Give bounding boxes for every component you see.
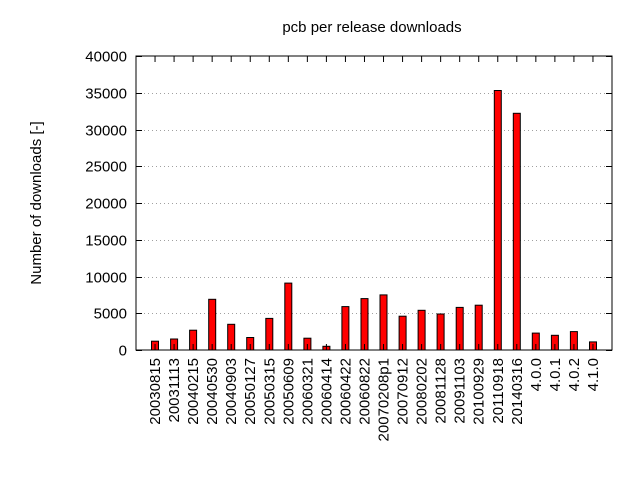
- bar: [474, 304, 483, 351]
- y-tick-label: 15000: [85, 233, 127, 250]
- bar: [512, 112, 521, 351]
- gridlines: [136, 93, 612, 314]
- x-tick-label: 20050315: [261, 358, 278, 425]
- x-axis-ticks: 20030815 20031113 20040215 20040530 20040903…: [147, 56, 602, 441]
- x-tick-label: 20040530: [204, 358, 221, 425]
- x-tick-label: 4.0.0: [528, 358, 545, 391]
- bar: [284, 282, 293, 351]
- bar: [379, 294, 388, 351]
- y-axis-label: Number of downloads [-]: [28, 121, 45, 284]
- x-tick-label: 20070912: [395, 358, 412, 425]
- y-tick-label: 30000: [85, 123, 127, 140]
- x-tick-label: 20060321: [299, 358, 316, 425]
- x-tick-label: 20060414: [318, 358, 335, 425]
- x-tick-label: 20080202: [414, 358, 431, 425]
- y-tick-label: 40000: [85, 49, 127, 66]
- x-tick-label: 20031113: [166, 358, 183, 423]
- x-tick-label: 20060822: [357, 358, 374, 425]
- y-tick-label: 35000: [85, 86, 127, 103]
- x-tick-label: 20100929: [471, 358, 488, 425]
- y-tick-label: 20000: [85, 196, 127, 213]
- y-tick-label: 10000: [85, 270, 127, 287]
- x-tick-label: 20030815: [147, 358, 164, 425]
- x-tick-label: 20110918: [490, 358, 507, 424]
- bar: [360, 298, 369, 351]
- x-tick-label: 20070208p1: [376, 358, 393, 441]
- bar: [455, 306, 464, 351]
- x-tick-label: 20050127: [242, 358, 259, 425]
- bar: [493, 90, 502, 351]
- x-tick-label: 20091103: [452, 358, 469, 424]
- bar: [208, 298, 217, 351]
- x-tick-label: 4.0.2: [566, 358, 583, 391]
- x-tick-label: 20040215: [185, 358, 202, 425]
- x-tick-label: 20060422: [337, 358, 354, 425]
- y-tick-label: 25000: [85, 159, 127, 176]
- x-tick-label: 20040903: [223, 358, 240, 425]
- y-tick-label: 5000: [94, 306, 127, 323]
- x-tick-label: 20081128: [433, 358, 450, 424]
- chart-title: pcb per release downloads: [282, 19, 461, 36]
- x-tick-label: 20050609: [280, 358, 297, 425]
- bar: [341, 306, 350, 351]
- x-tick-label: 20140316: [509, 358, 526, 425]
- x-tick-label: 4.0.1: [547, 358, 564, 391]
- bars: [151, 90, 597, 351]
- x-tick-label: 4.1.0: [585, 358, 602, 391]
- y-axis-ticks: 0 5000 10000 15000 20000 25000 30000 35000 40000: [85, 49, 612, 360]
- y-tick-label: 0: [119, 343, 127, 360]
